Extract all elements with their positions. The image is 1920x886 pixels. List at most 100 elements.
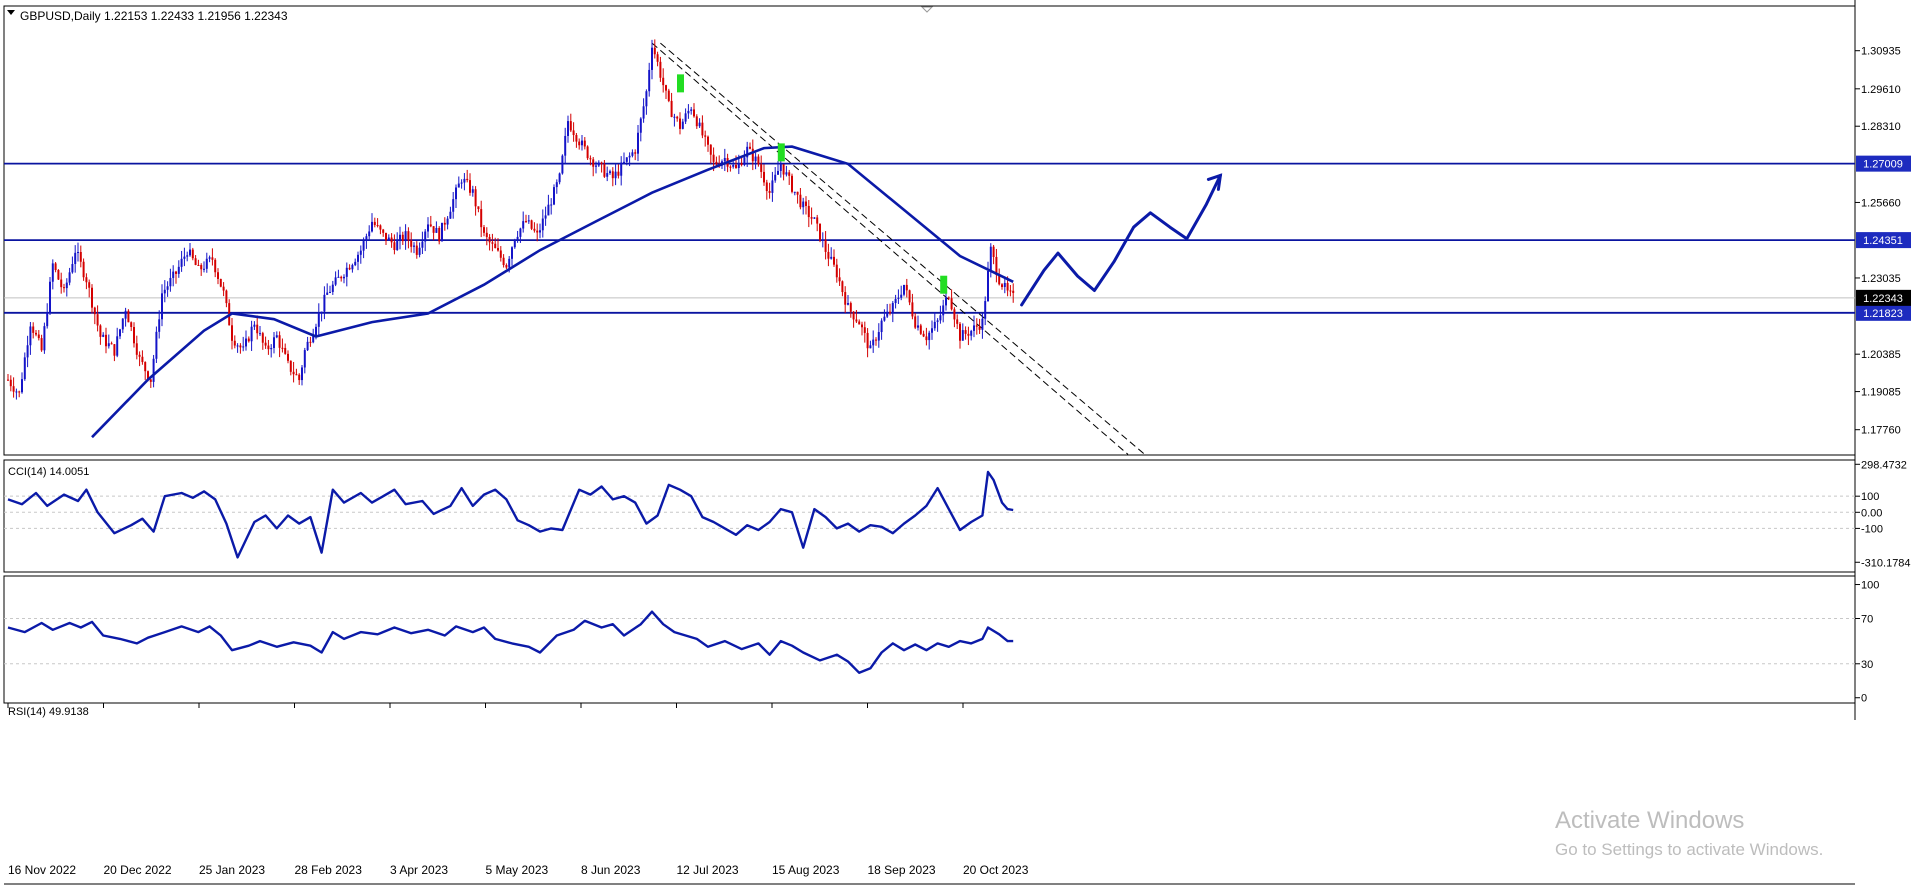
candle-body <box>147 371 149 380</box>
candle-body <box>746 146 749 158</box>
candle-body <box>152 358 155 382</box>
candle-body <box>51 263 54 282</box>
candle-body <box>166 286 169 290</box>
candle-body <box>256 324 259 334</box>
candle-body <box>194 258 197 265</box>
candle-body <box>74 252 77 265</box>
candle-body <box>203 268 205 270</box>
candle-body <box>278 335 281 348</box>
candle-body <box>424 231 427 242</box>
candle-body <box>175 271 177 274</box>
rsi-line[interactable] <box>7 610 1014 674</box>
candle-body <box>816 217 819 224</box>
candle-body <box>457 183 460 188</box>
candle-body <box>653 47 656 55</box>
candle-body <box>309 341 312 343</box>
candle-body <box>606 173 609 177</box>
candle-body <box>564 135 567 156</box>
candle-body <box>331 284 334 292</box>
candle-body <box>802 201 805 208</box>
candle-body <box>189 249 191 256</box>
y-tick-label: -100 <box>1861 523 1883 535</box>
candle-body <box>365 236 368 242</box>
candle-body <box>754 156 757 162</box>
candle-body <box>387 237 390 241</box>
candle-body <box>866 332 869 349</box>
candle-body <box>82 261 85 278</box>
signal-marker[interactable] <box>677 74 684 93</box>
candle-body <box>788 172 791 176</box>
rsi-panel-frame[interactable] <box>3 575 1856 704</box>
signal-marker[interactable] <box>777 143 785 162</box>
trend-line[interactable] <box>651 42 1129 455</box>
candle-body <box>547 204 550 216</box>
cci-panel-label: CCI(14) 14.0051 <box>8 466 89 478</box>
x-tick-label: 5 May 2023 <box>486 863 549 877</box>
signals-layer <box>677 74 948 294</box>
candle-body <box>513 239 516 248</box>
candle-body <box>698 122 701 127</box>
trend-lines-layer <box>651 42 1146 455</box>
candle-body <box>110 343 113 345</box>
candle-body <box>956 319 959 324</box>
candle-body <box>737 163 740 169</box>
y-tick-label: 30 <box>1861 659 1873 671</box>
candle-body <box>354 261 357 266</box>
candle-body <box>807 205 810 218</box>
candle-body <box>709 144 712 155</box>
candle-body <box>441 222 443 242</box>
moving-average-line[interactable] <box>91 145 1014 439</box>
projection-path[interactable] <box>1020 173 1222 307</box>
signal-marker[interactable] <box>940 275 948 294</box>
candle-body <box>838 277 841 282</box>
candle-body <box>404 231 407 242</box>
candle-body <box>301 367 303 381</box>
candle-body <box>544 215 547 219</box>
candle-body <box>236 345 239 347</box>
candle-body <box>485 232 488 238</box>
cci-panel-frame[interactable] <box>3 459 1856 573</box>
candle-body <box>690 109 693 111</box>
candle-body <box>981 318 984 330</box>
candle-body <box>239 345 242 348</box>
candle-body <box>438 227 441 242</box>
candle-body <box>858 321 861 325</box>
candle-body <box>945 297 947 306</box>
candle-body <box>85 277 88 283</box>
x-tick-label: 20 Oct 2023 <box>963 863 1029 877</box>
candle-body <box>446 218 449 225</box>
trend-line[interactable] <box>660 42 1146 455</box>
candle-body <box>933 321 936 329</box>
candle-body <box>158 319 161 332</box>
candle-body <box>91 287 93 308</box>
candle-body <box>368 231 371 237</box>
horizontal-levels-layer: 1.27009 1.24351 1.21823 1.22343 <box>4 155 1911 321</box>
candle-body <box>172 271 175 278</box>
candle-body <box>768 191 771 193</box>
candle-body <box>281 347 284 349</box>
candle-body <box>799 194 802 208</box>
candle-body <box>270 348 273 350</box>
candle-body <box>119 329 121 337</box>
candle-body <box>217 272 219 279</box>
candle-body <box>317 312 320 327</box>
candle-body <box>530 220 533 229</box>
candle-body <box>763 171 765 183</box>
candle-body <box>841 281 844 293</box>
candle-body <box>68 272 71 283</box>
candle-body <box>149 379 152 382</box>
candle-body <box>947 297 950 299</box>
candle-body <box>390 237 393 243</box>
candle-body <box>121 318 124 330</box>
candle-body <box>127 310 130 323</box>
candle-body <box>54 263 57 271</box>
projection-layer <box>1020 173 1223 307</box>
candle-body <box>138 354 141 357</box>
candle-body <box>12 386 15 392</box>
y-tick-label: 1.19085 <box>1861 387 1901 399</box>
candle-body <box>749 146 751 149</box>
candle-body <box>522 221 525 229</box>
collapse-arrow-icon[interactable] <box>7 10 15 15</box>
cci-line[interactable] <box>7 470 1014 559</box>
